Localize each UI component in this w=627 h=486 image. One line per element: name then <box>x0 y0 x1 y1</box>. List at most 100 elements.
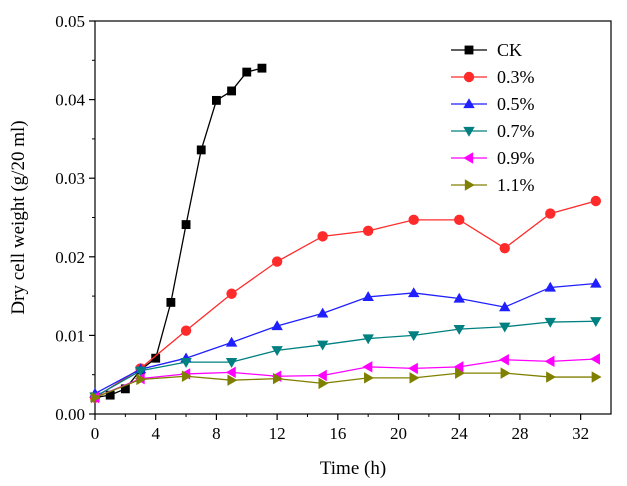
data-point <box>454 214 465 226</box>
x-tick-label: 4 <box>151 424 160 443</box>
legend-label: 0.5% <box>497 94 535 114</box>
data-point <box>227 374 238 386</box>
data-point <box>226 288 237 299</box>
legend-label: 1.1% <box>497 175 535 195</box>
data-point <box>409 372 420 384</box>
x-tick-label: 8 <box>212 424 221 443</box>
data-point <box>590 353 600 365</box>
data-point <box>362 334 374 345</box>
series-6 <box>90 367 602 404</box>
data-point <box>544 281 557 292</box>
legend-label: 0.9% <box>497 148 535 168</box>
x-tick-label: 12 <box>269 424 286 443</box>
data-point <box>227 86 237 96</box>
x-axis-title: Time (h) <box>320 458 386 479</box>
y-tick-label: 0.04 <box>55 91 85 110</box>
data-point <box>271 320 283 331</box>
legend-marker <box>463 71 475 83</box>
data-point <box>544 355 555 368</box>
legend-marker <box>463 126 475 137</box>
series-4 <box>89 317 602 403</box>
series-3 <box>89 277 602 398</box>
data-point <box>453 361 464 373</box>
series-line <box>94 282 596 395</box>
data-point <box>499 242 510 254</box>
legend: CK 0.3% 0.5% 0.7% 0.9% 1.1% <box>451 40 535 195</box>
legend-item: 1.1% <box>451 175 535 195</box>
legend-marker <box>463 98 475 109</box>
data-point <box>407 331 420 342</box>
data-point <box>316 307 329 318</box>
x-axis: 0 4 8 12 16 20 24 28 32 <box>91 414 589 443</box>
data-point <box>499 322 511 333</box>
y-tick-label: 0.03 <box>55 169 85 188</box>
data-point <box>105 390 115 400</box>
data-point <box>362 291 374 302</box>
x-tick-label: 20 <box>390 424 407 443</box>
series-layer <box>89 63 602 404</box>
data-point <box>499 301 511 312</box>
legend-label: CK <box>497 40 522 60</box>
legend-item: 0.9% <box>451 148 535 168</box>
legend-marker <box>464 45 474 55</box>
series-line <box>94 67 263 399</box>
data-point <box>271 346 283 357</box>
data-point <box>590 277 602 288</box>
y-axis: 0.00 0.01 0.02 0.03 0.04 0.05 <box>55 12 95 424</box>
y-tick-label: 0.05 <box>55 12 85 31</box>
data-point <box>317 231 328 242</box>
data-point <box>196 145 206 155</box>
data-point <box>120 384 130 394</box>
data-point <box>181 220 191 229</box>
data-point <box>180 325 192 336</box>
y-tick-label: 0.01 <box>55 326 85 345</box>
data-point <box>271 256 283 267</box>
data-point <box>499 354 509 366</box>
data-point <box>546 371 557 383</box>
data-point <box>136 373 147 386</box>
y-axis-title: Dry cell weight (g/20 ml) <box>8 120 29 314</box>
data-point <box>225 366 236 379</box>
data-point <box>362 361 373 373</box>
data-point <box>181 370 192 382</box>
legend-item: 0.3% <box>451 67 535 87</box>
legend-label: 0.3% <box>497 67 535 87</box>
data-point <box>590 317 602 327</box>
y-tick-label: 0.02 <box>55 248 85 267</box>
data-point <box>500 367 511 379</box>
data-point <box>544 317 557 328</box>
data-point <box>316 340 329 351</box>
legend-item: 0.5% <box>451 94 535 114</box>
legend-marker <box>463 152 474 164</box>
data-point <box>408 214 419 226</box>
legend-item: 0.7% <box>451 121 535 141</box>
data-point <box>407 362 418 375</box>
data-point <box>211 95 221 105</box>
data-point <box>225 357 238 368</box>
data-point <box>316 369 327 382</box>
data-point <box>151 353 161 363</box>
series-line <box>94 358 596 399</box>
data-point <box>591 371 602 383</box>
data-point <box>545 208 556 219</box>
data-point <box>90 391 101 404</box>
data-point <box>453 324 465 335</box>
data-point <box>166 297 176 307</box>
data-point <box>590 195 602 207</box>
series-line <box>94 320 596 398</box>
x-tick-label: 16 <box>329 424 346 443</box>
data-point <box>453 292 465 303</box>
data-point <box>257 63 267 73</box>
series-1 <box>90 63 267 402</box>
data-point <box>242 67 252 77</box>
series-line <box>94 200 596 399</box>
data-point <box>407 287 420 298</box>
data-point <box>134 366 147 377</box>
data-point <box>180 357 192 368</box>
data-point <box>272 372 283 385</box>
legend-marker <box>464 179 475 191</box>
data-point <box>455 367 465 379</box>
legend-label: 0.7% <box>497 121 535 141</box>
data-point <box>362 225 374 237</box>
